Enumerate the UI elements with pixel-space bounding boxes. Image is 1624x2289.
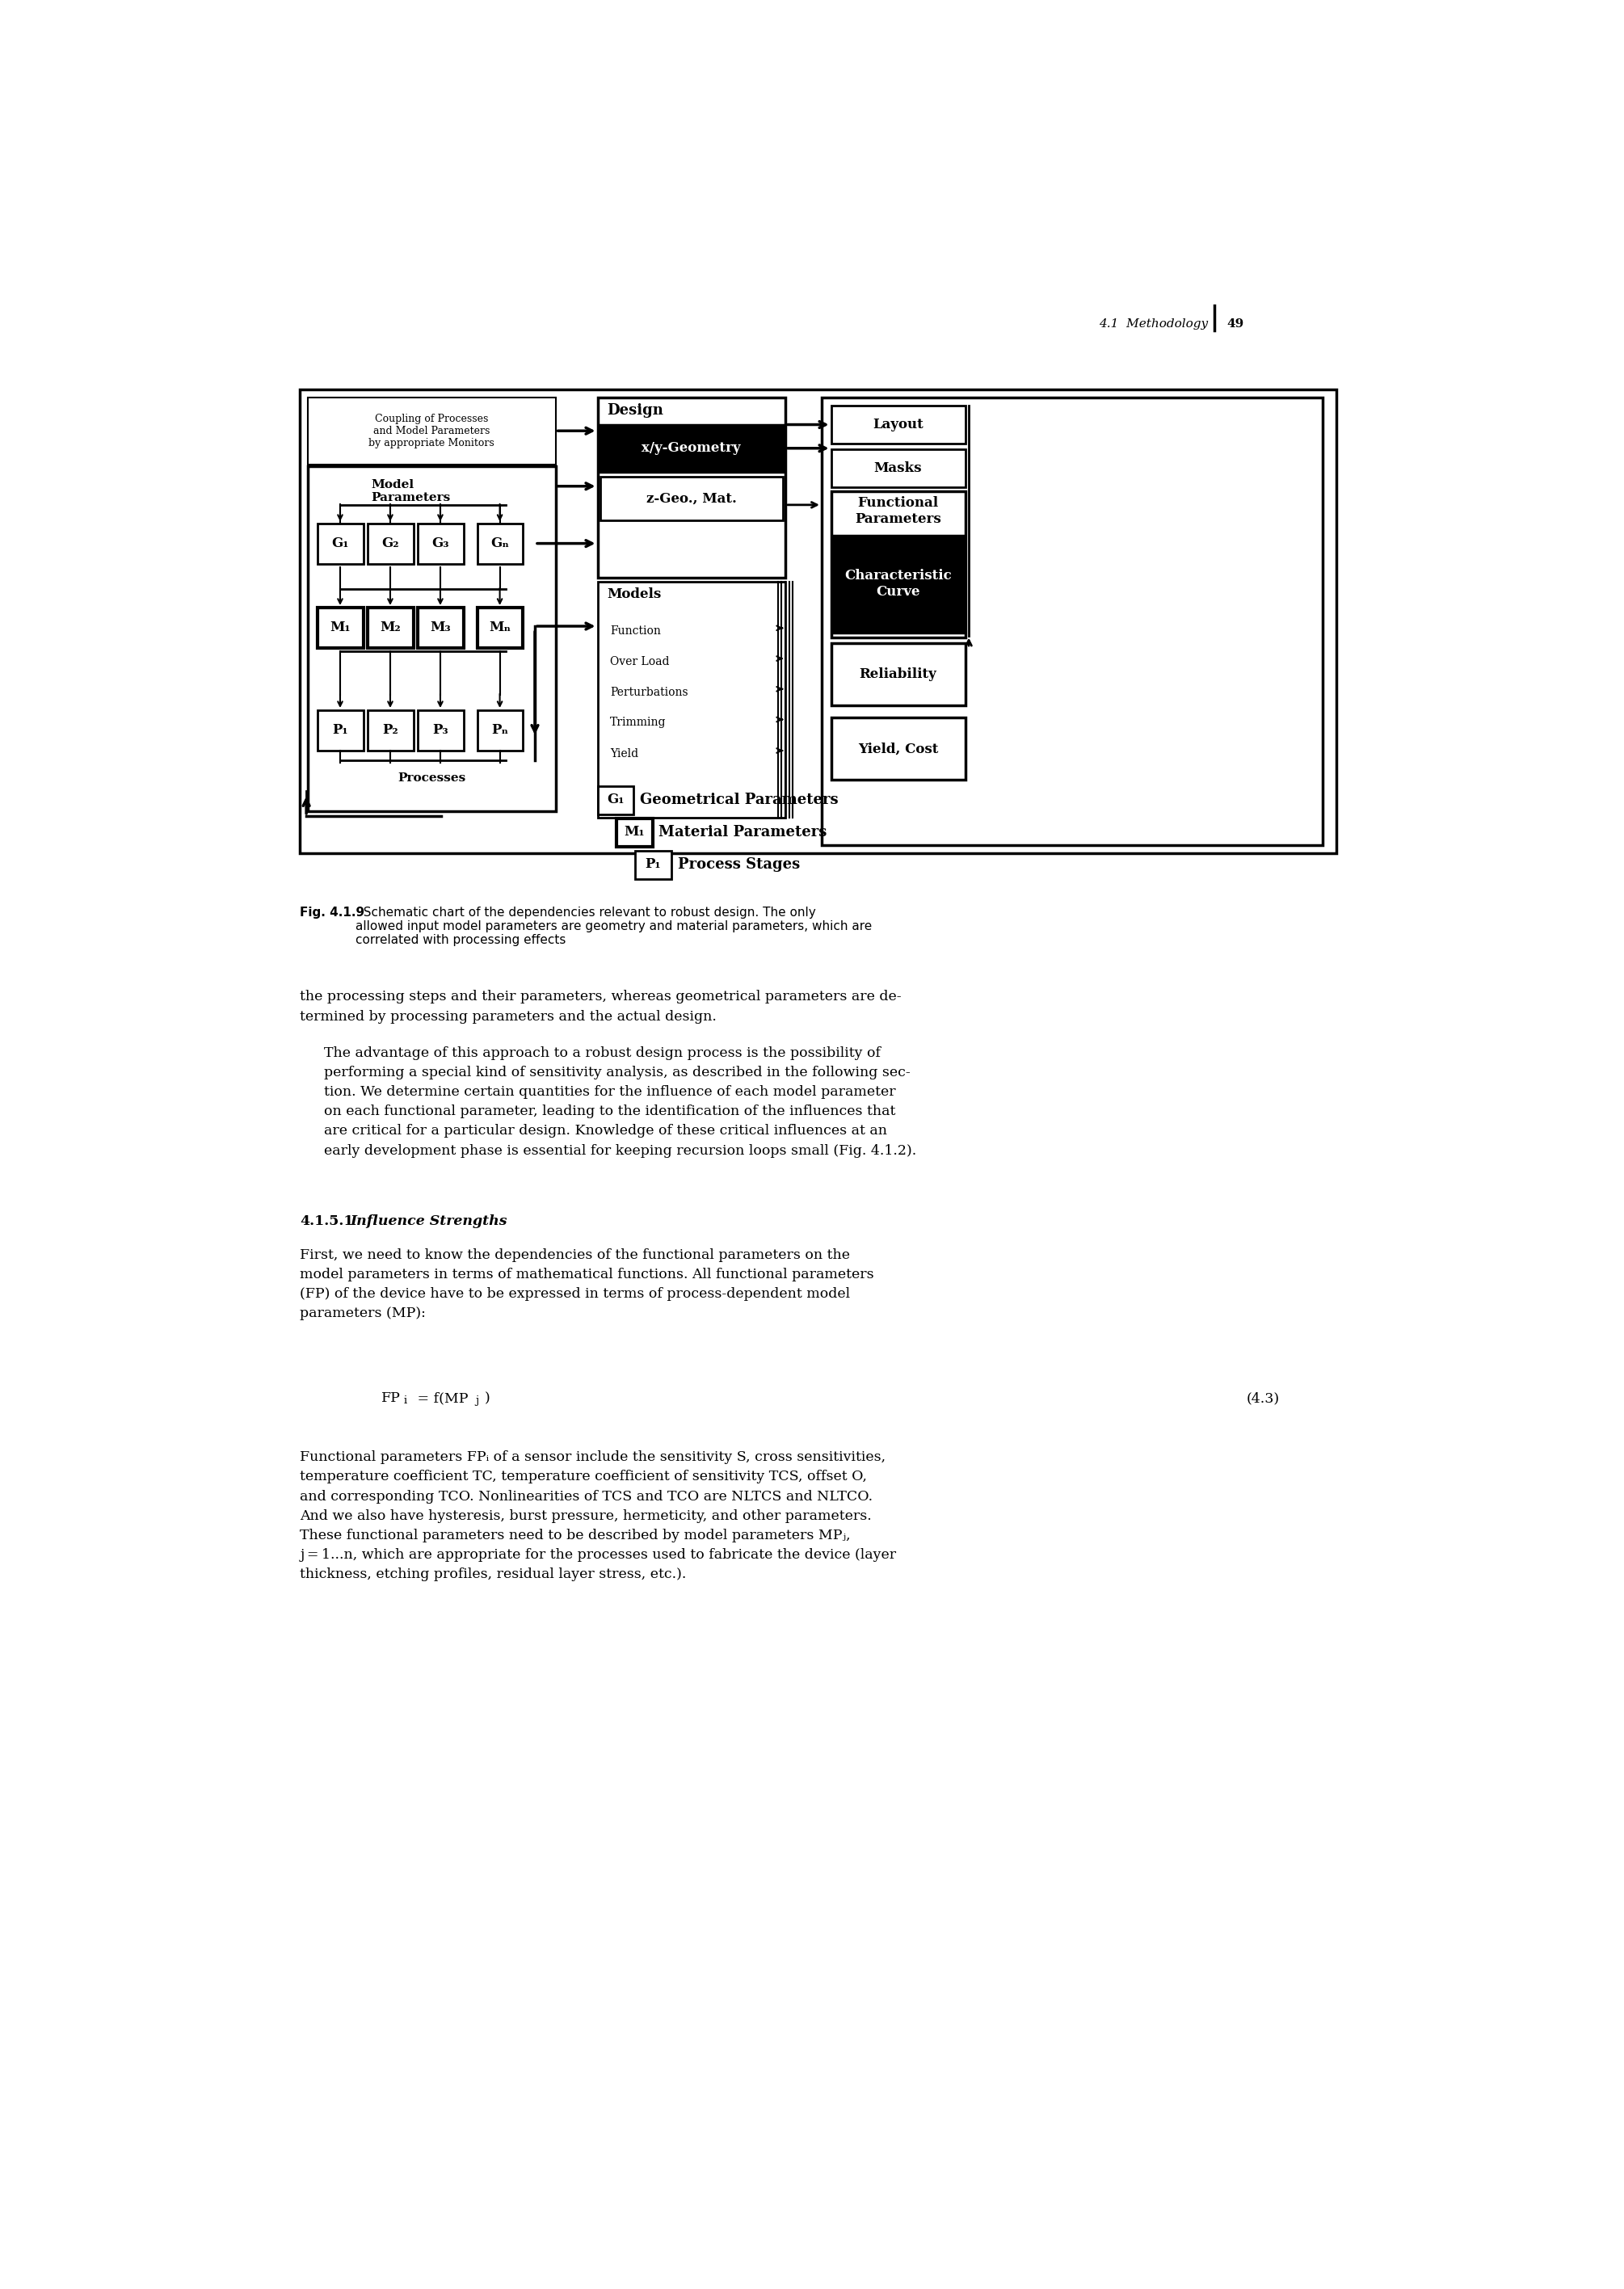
Text: P₁: P₁ bbox=[645, 858, 661, 872]
Text: Reliability: Reliability bbox=[859, 666, 937, 680]
Bar bbox=[318, 607, 364, 648]
Text: Functional parameters FPᵢ of a sensor include the sensitivity S, cross sensitivi: Functional parameters FPᵢ of a sensor in… bbox=[300, 1451, 896, 1582]
Bar bbox=[831, 492, 966, 636]
Text: Models: Models bbox=[607, 588, 661, 602]
Text: Model
Parameters: Model Parameters bbox=[370, 478, 450, 504]
Text: FP: FP bbox=[382, 1392, 401, 1405]
Text: M₁: M₁ bbox=[624, 826, 645, 840]
Text: 4.1.5.1: 4.1.5.1 bbox=[300, 1213, 354, 1227]
Text: z-Geo., Mat.: z-Geo., Mat. bbox=[646, 492, 737, 506]
Text: G₂: G₂ bbox=[382, 536, 400, 549]
Text: G₃: G₃ bbox=[432, 536, 448, 549]
Text: Yield, Cost: Yield, Cost bbox=[857, 742, 939, 755]
Bar bbox=[831, 643, 966, 705]
Text: = f(MP: = f(MP bbox=[412, 1392, 468, 1405]
Text: j: j bbox=[476, 1396, 479, 1405]
Bar bbox=[309, 398, 555, 465]
Bar bbox=[599, 426, 783, 472]
Text: i: i bbox=[403, 1396, 406, 1405]
Bar bbox=[367, 710, 414, 751]
Text: Masks: Masks bbox=[874, 462, 922, 476]
Text: First, we need to know the dependencies of the functional parameters on the
mode: First, we need to know the dependencies … bbox=[300, 1248, 874, 1321]
Text: Influence Strengths: Influence Strengths bbox=[351, 1213, 507, 1227]
Text: Perturbations: Perturbations bbox=[611, 687, 689, 698]
Text: Over Load: Over Load bbox=[611, 657, 669, 668]
Text: P₃: P₃ bbox=[432, 723, 448, 737]
Text: the processing steps and their parameters, whereas geometrical parameters are de: the processing steps and their parameter… bbox=[300, 991, 901, 1023]
Bar bbox=[477, 710, 523, 751]
Text: Schematic chart of the dependencies relevant to robust design. The only
allowed : Schematic chart of the dependencies rele… bbox=[356, 906, 872, 945]
Bar bbox=[599, 476, 783, 520]
Bar bbox=[598, 785, 633, 815]
Bar bbox=[831, 719, 966, 781]
Bar bbox=[477, 524, 523, 563]
Bar bbox=[318, 710, 364, 751]
Text: ): ) bbox=[486, 1392, 490, 1405]
Text: P₂: P₂ bbox=[382, 723, 398, 737]
Bar bbox=[831, 449, 966, 488]
Text: Coupling of Processes
and Model Parameters
by appropriate Monitors: Coupling of Processes and Model Paramete… bbox=[369, 414, 494, 449]
Bar bbox=[598, 581, 786, 817]
Text: G₁: G₁ bbox=[331, 536, 349, 549]
Text: x/y-Geometry: x/y-Geometry bbox=[641, 442, 741, 456]
Text: P₁: P₁ bbox=[333, 723, 348, 737]
Bar bbox=[477, 607, 523, 648]
Bar bbox=[417, 607, 463, 648]
Text: 49: 49 bbox=[1226, 318, 1244, 330]
Bar bbox=[309, 467, 555, 813]
Bar bbox=[417, 710, 463, 751]
Bar bbox=[615, 819, 653, 847]
Text: Mₙ: Mₙ bbox=[489, 620, 510, 634]
Bar bbox=[318, 524, 364, 563]
Text: The advantage of this approach to a robust design process is the possibility of
: The advantage of this approach to a robu… bbox=[323, 1046, 916, 1158]
Text: Geometrical Parameters: Geometrical Parameters bbox=[640, 792, 838, 808]
Text: Gₙ: Gₙ bbox=[490, 536, 508, 549]
Bar bbox=[367, 524, 414, 563]
Text: Functional
Parameters: Functional Parameters bbox=[854, 497, 942, 526]
Text: Process Stages: Process Stages bbox=[677, 856, 801, 872]
Text: M₂: M₂ bbox=[380, 620, 401, 634]
Bar bbox=[822, 398, 1322, 845]
Text: Fig. 4.1.9: Fig. 4.1.9 bbox=[300, 906, 365, 918]
Text: Material Parameters: Material Parameters bbox=[659, 824, 827, 840]
Text: Layout: Layout bbox=[872, 419, 924, 433]
Text: G₁: G₁ bbox=[607, 792, 624, 806]
Text: Design: Design bbox=[607, 403, 663, 419]
Bar bbox=[417, 524, 463, 563]
Text: Yield: Yield bbox=[611, 749, 638, 760]
Bar bbox=[300, 389, 1337, 854]
Text: M₁: M₁ bbox=[330, 620, 351, 634]
Text: Characteristic
Curve: Characteristic Curve bbox=[844, 570, 952, 600]
Text: Function: Function bbox=[611, 625, 661, 636]
Bar bbox=[367, 607, 414, 648]
Bar bbox=[831, 405, 966, 444]
Bar bbox=[598, 398, 786, 577]
Text: Pₙ: Pₙ bbox=[492, 723, 508, 737]
Bar bbox=[635, 852, 671, 879]
Bar bbox=[833, 536, 963, 632]
Text: Processes: Processes bbox=[398, 771, 466, 783]
Text: (4.3): (4.3) bbox=[1247, 1392, 1280, 1405]
Text: M₃: M₃ bbox=[430, 620, 451, 634]
Text: Trimming: Trimming bbox=[611, 716, 666, 728]
Text: 4.1  Methodology: 4.1 Methodology bbox=[1099, 318, 1208, 330]
